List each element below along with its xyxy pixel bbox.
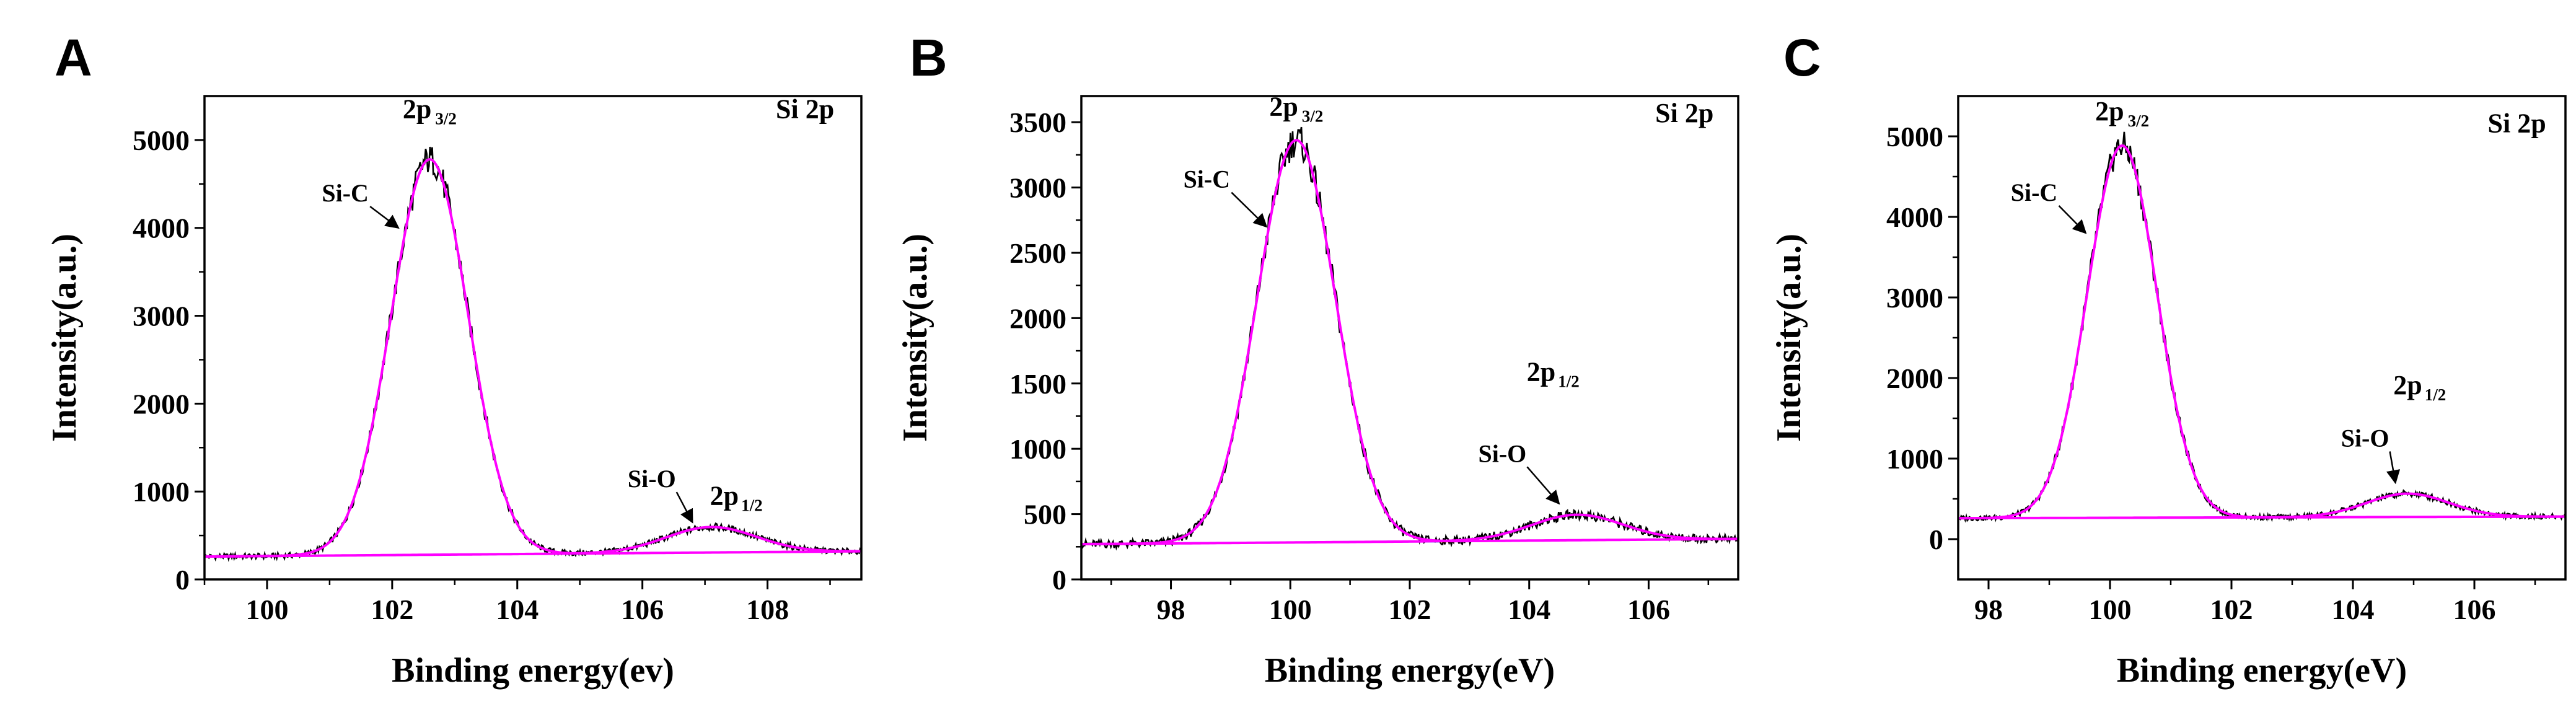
peak-label-sub: 3/2 [2128, 112, 2150, 130]
panel-letter: A [55, 29, 92, 87]
x-tick-label: 102 [1389, 594, 1431, 625]
x-tick-label: 98 [1974, 594, 2003, 625]
bond-arrow-si-c [2058, 205, 2087, 234]
bond-label-si-c: Si-C [322, 179, 369, 207]
y-tick-label: 2000 [133, 388, 190, 420]
peak-label-sub: 1/2 [741, 496, 763, 514]
y-tick-label: 3000 [1886, 282, 1943, 314]
bond-label-si-o: Si-O [628, 465, 676, 493]
y-tick-label: 500 [1024, 499, 1066, 530]
fit-peak-si-c [1081, 139, 1738, 546]
region-label: Si 2p [776, 94, 834, 124]
y-tick-label: 4000 [133, 213, 190, 244]
y-tick-label: 2000 [1886, 363, 1943, 394]
x-tick-label: 106 [1627, 594, 1670, 625]
x-tick-label: 102 [2210, 594, 2253, 625]
fit-peak-si-o [1958, 492, 2565, 520]
region-label: Si 2p [1655, 98, 1713, 128]
fit-peak-si-c [204, 157, 861, 558]
peak-label-base: 2p [1527, 357, 1555, 387]
peak-label-base: 2p [403, 94, 431, 124]
y-tick-label: 0 [1929, 524, 1943, 555]
bond-arrow-si-o [1526, 466, 1560, 505]
peak-label-2p32: 2p 3/2 [1269, 92, 1323, 126]
bond-arrow-si-o [675, 491, 693, 524]
plot-frame [203, 95, 863, 581]
bond-arrow-si-c [1231, 191, 1268, 228]
peak-label-base: 2p [710, 480, 739, 511]
y-tick-label: 3500 [1009, 107, 1066, 138]
x-tick-label: 100 [2089, 594, 2132, 625]
y-axis-title: Intensity(a.u.) [896, 234, 934, 442]
peak-label-base: 2p [2095, 96, 2124, 126]
bond-label-si-c: Si-C [1184, 165, 1231, 193]
x-tick-label: 104 [1508, 594, 1550, 625]
y-tick-label: 3000 [1009, 172, 1066, 204]
y-tick-label: 1000 [133, 476, 190, 508]
x-tick-label: 98 [1157, 594, 1185, 625]
y-tick-label: 2000 [1009, 302, 1066, 334]
y-tick-label: 5000 [1886, 121, 1943, 152]
peak-label-2p32: 2p 3/2 [403, 94, 457, 128]
bond-label-si-o: Si-O [1478, 439, 1526, 467]
y-tick-label: 1500 [1009, 368, 1066, 400]
peak-label-base: 2p [2393, 370, 2422, 400]
raw-spectrum-line [1081, 126, 1738, 551]
peak-label-sub: 1/2 [2425, 385, 2446, 404]
fit-peak-si-o [1081, 513, 1738, 546]
bond-arrow-si-c [369, 206, 400, 229]
bond-arrow-si-o [2386, 451, 2401, 485]
panel-letter: B [910, 29, 947, 87]
panel-C: C 98 100 102 104 106 0 1000 2000 3000 4000 5000 Bind… [1770, 29, 2567, 690]
x-tick-label: 108 [746, 594, 789, 625]
peak-label-2p12: 2p 1/2 [2393, 370, 2446, 404]
y-axis-title: Intensity(a.u.) [45, 234, 84, 442]
y-tick-label: 2500 [1009, 237, 1066, 269]
peak-label-sub: 1/2 [1558, 372, 1580, 391]
x-tick-label: 104 [496, 594, 538, 625]
raw-spectrum-line [204, 146, 861, 562]
panel-letter: C [1783, 29, 1821, 87]
peak-label-2p12: 2p 1/2 [1527, 357, 1580, 391]
bond-label-si-o: Si-O [2341, 424, 2389, 452]
peak-label-2p12: 2p 1/2 [710, 480, 763, 514]
x-tick-label: 100 [1269, 594, 1312, 625]
fit-peak-si-o [204, 526, 861, 558]
peak-label-sub: 3/2 [1302, 107, 1324, 126]
panel-B: B 98 100 102 104 106 0 500 1000 1500 2000 2500 3000 3… [896, 29, 1739, 690]
peak-label-sub: 3/2 [435, 109, 457, 128]
plot-frame [1957, 95, 2567, 581]
peak-label-base: 2p [1269, 92, 1298, 122]
y-tick-label: 0 [1052, 564, 1066, 596]
peak-label-2p32: 2p 3/2 [2095, 96, 2149, 130]
x-axis-title: Binding energy(eV) [2117, 651, 2407, 690]
y-tick-label: 5000 [133, 125, 190, 156]
x-axis-title: Binding energy(eV) [1265, 651, 1555, 690]
x-tick-label: 106 [2453, 594, 2496, 625]
x-axis-title: Binding energy(ev) [392, 651, 674, 690]
x-tick-label: 102 [371, 594, 413, 625]
y-tick-label: 3000 [133, 301, 190, 332]
y-tick-label: 1000 [1009, 433, 1066, 465]
panel-A: A 100 102 104 106 108 0 1000 2000 3000 4000 5000 Bin… [45, 29, 863, 690]
y-tick-label: 1000 [1886, 443, 1943, 475]
x-tick-label: 100 [245, 594, 288, 625]
x-tick-label: 106 [621, 594, 664, 625]
y-tick-label: 4000 [1886, 201, 1943, 233]
y-axis-title: Intensity(a.u.) [1770, 234, 1808, 442]
x-tick-label: 104 [2332, 594, 2375, 625]
region-label: Si 2p [2488, 108, 2546, 139]
bond-label-si-c: Si-C [2011, 178, 2058, 206]
plot-frame [1080, 95, 1739, 581]
y-tick-label: 0 [175, 564, 190, 596]
